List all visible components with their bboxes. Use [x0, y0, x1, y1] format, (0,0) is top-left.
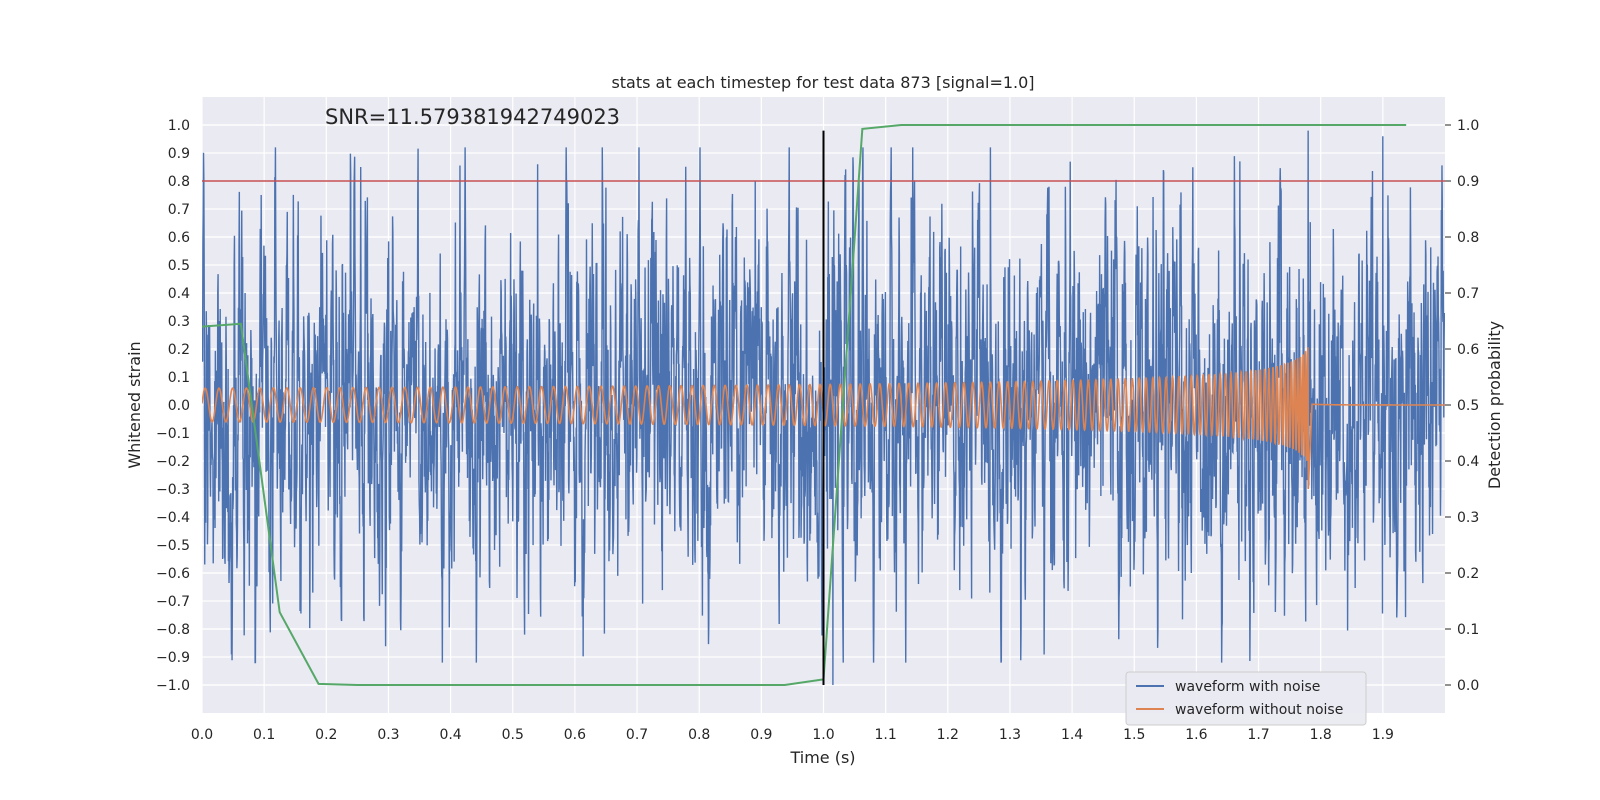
y-tick-label: 0.8 — [168, 174, 190, 190]
x-tick-label: 1.2 — [937, 727, 959, 743]
y-tick-label: 0.3 — [168, 314, 190, 330]
x-tick-label: 0.4 — [439, 727, 461, 743]
y-tick-label: −0.2 — [156, 454, 190, 470]
y-right-tick-label: 0.6 — [1457, 342, 1479, 358]
chart-title: stats at each timestep for test data 873… — [611, 73, 1034, 92]
x-tick-label: 1.8 — [1310, 727, 1332, 743]
x-tick-labels: 0.0 0.1 0.2 0.3 0.4 0.5 0.6 0.7 0.8 0.9 1.0 1.1 1.2 1… — [191, 727, 1394, 743]
x-tick-label: 1.4 — [1061, 727, 1083, 743]
snr-annotation: SNR=11.579381942749023 — [325, 105, 620, 129]
x-tick-label: 1.5 — [1123, 727, 1145, 743]
y-right-tick-label: 0.8 — [1457, 230, 1479, 246]
series-layer — [202, 124, 1445, 686]
y-tick-label: −0.1 — [156, 426, 190, 442]
y-tick-label: 0.0 — [168, 398, 190, 414]
y-tick-label: −0.4 — [156, 510, 190, 526]
y-right-tick-label: 0.2 — [1457, 566, 1479, 582]
x-axis-label: Time (s) — [789, 748, 855, 767]
y-tick-label: 0.6 — [168, 230, 190, 246]
y-right-tick-labels: 1.0 0.9 0.8 0.7 0.6 0.5 0.4 0.3 0.2 0.1 0.0 — [1445, 118, 1479, 694]
y-tick-label: 0.9 — [168, 146, 190, 162]
x-tick-label: 1.6 — [1185, 727, 1207, 743]
y-tick-label: 0.1 — [168, 370, 190, 386]
y-tick-label: 0.2 — [168, 342, 190, 358]
x-tick-label: 0.2 — [315, 727, 337, 743]
x-tick-label: 0.9 — [750, 727, 772, 743]
y-tick-label: 0.7 — [168, 202, 190, 218]
y-tick-labels: 1.0 0.9 0.8 0.7 0.6 0.5 0.4 0.3 0.2 0.1 0.0 −0.1 −0.… — [156, 118, 190, 694]
y-right-tick-label: 0.0 — [1457, 678, 1479, 694]
x-tick-label: 1.0 — [812, 727, 834, 743]
y-right-tick-label: 0.9 — [1457, 174, 1479, 190]
y-tick-label: −0.3 — [156, 482, 190, 498]
y-right-tick-label: 1.0 — [1457, 118, 1479, 134]
y-right-tick-label: 0.4 — [1457, 454, 1479, 470]
x-tick-label: 0.7 — [626, 727, 648, 743]
y-right-tick-label: 0.7 — [1457, 286, 1479, 302]
y-right-tick-label: 0.5 — [1457, 398, 1479, 414]
series-detection-probability — [202, 124, 1407, 686]
legend-box — [1125, 671, 1367, 726]
y-tick-label: −0.6 — [156, 566, 190, 582]
legend-label-noisy: waveform with noise — [1175, 679, 1320, 695]
y-right-axis-label: Detection probability — [1485, 321, 1504, 489]
x-tick-label: 1.3 — [999, 727, 1021, 743]
x-tick-label: 1.9 — [1372, 727, 1394, 743]
y-right-tick-label: 0.3 — [1457, 510, 1479, 526]
y-right-tick-label: 0.1 — [1457, 622, 1479, 638]
y-tick-label: −0.9 — [156, 650, 190, 666]
x-tick-label: 0.8 — [688, 727, 710, 743]
x-tick-label: 0.6 — [564, 727, 586, 743]
x-tick-label: 0.1 — [253, 727, 275, 743]
legend: waveform with noise waveform without noi… — [1125, 671, 1367, 726]
y-tick-label: −0.7 — [156, 594, 190, 610]
x-tick-label: 1.7 — [1247, 727, 1269, 743]
y-tick-label: −1.0 — [156, 678, 190, 694]
legend-label-clean: waveform without noise — [1175, 702, 1343, 718]
x-tick-label: 0.3 — [377, 727, 399, 743]
y-tick-label: −0.8 — [156, 622, 190, 638]
y-tick-label: 0.5 — [168, 258, 190, 274]
y-tick-label: 1.0 — [168, 118, 190, 134]
x-tick-label: 0.5 — [502, 727, 524, 743]
y-tick-label: 0.4 — [168, 286, 190, 302]
x-tick-label: 1.1 — [875, 727, 897, 743]
x-tick-label: 0.0 — [191, 727, 213, 743]
y-axis-label: Whitened strain — [125, 341, 144, 468]
y-tick-label: −0.5 — [156, 538, 190, 554]
